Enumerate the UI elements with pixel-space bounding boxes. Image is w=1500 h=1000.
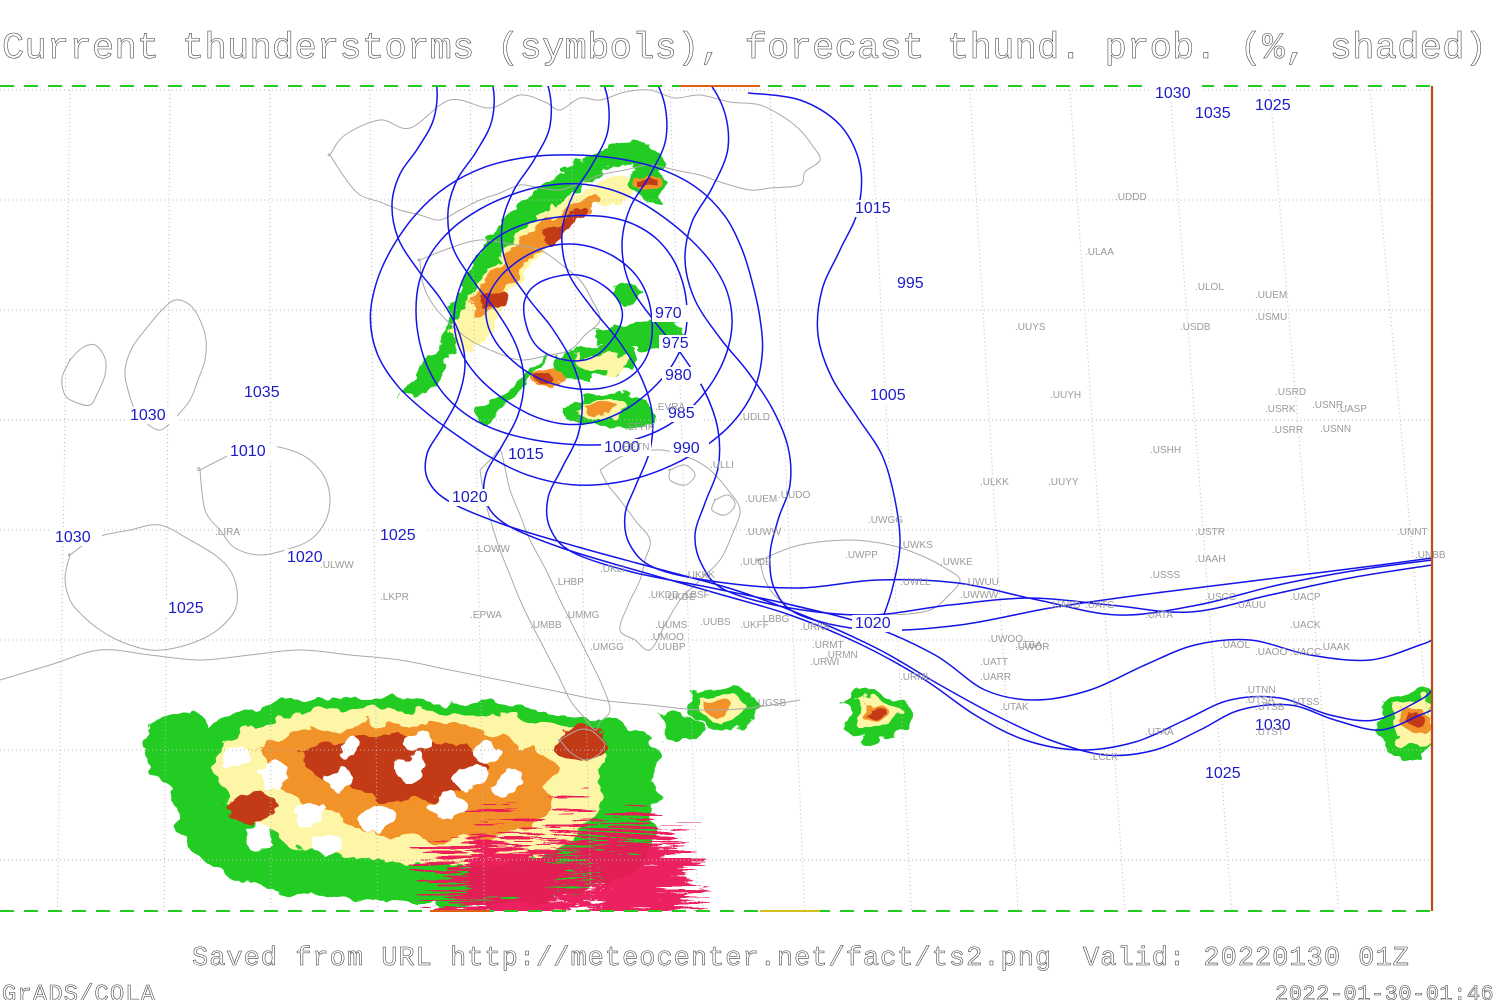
- svg-text:.USHH: .USHH: [1150, 445, 1181, 456]
- svg-text:.UTST: .UTST: [1255, 727, 1284, 738]
- svg-text:.UUDO: .UUDO: [778, 490, 810, 501]
- svg-text:.UUMS: .UUMS: [655, 620, 688, 631]
- svg-text:.UATA: .UATA: [1145, 610, 1173, 621]
- svg-text:1020: 1020: [452, 489, 488, 506]
- svg-text:1030: 1030: [55, 529, 91, 546]
- svg-text:.UACK: .UACK: [1290, 620, 1321, 631]
- svg-text:1025: 1025: [1205, 765, 1241, 782]
- svg-text:.UWKS: .UWKS: [900, 540, 933, 551]
- svg-text:1015: 1015: [508, 446, 544, 463]
- svg-text:.USCC: .USCC: [1205, 592, 1236, 603]
- svg-text:.UAAK: .UAAK: [1320, 642, 1350, 653]
- svg-text:.URML: .URML: [900, 672, 932, 683]
- svg-text:.UAKD: .UAKD: [1050, 600, 1081, 611]
- svg-text:.USSS: .USSS: [1150, 570, 1180, 581]
- svg-text:.UGSB: .UGSB: [755, 698, 786, 709]
- svg-text:.ULLI: .ULLI: [710, 460, 734, 471]
- svg-text:.UNBB: .UNBB: [1415, 550, 1446, 561]
- svg-text:1035: 1035: [1195, 105, 1231, 122]
- svg-text:1030: 1030: [130, 407, 166, 424]
- svg-text:.LIRA: .LIRA: [215, 527, 240, 538]
- svg-text:.UKDE: .UKDE: [665, 592, 696, 603]
- svg-text:.LCLK: .LCLK: [1090, 752, 1118, 763]
- svg-text:.UUOB: .UUOB: [740, 557, 772, 568]
- svg-text:.ULOL: .ULOL: [1195, 282, 1224, 293]
- svg-text:.ULWW: .ULWW: [320, 560, 354, 571]
- svg-text:970: 970: [655, 305, 682, 322]
- svg-text:.USRK: .USRK: [1265, 404, 1296, 415]
- svg-text:.UWWW: .UWWW: [960, 590, 999, 601]
- svg-text:.UACC: .UACC: [1290, 647, 1321, 658]
- svg-text:.UTSS: .UTSS: [1290, 697, 1320, 708]
- svg-text:.UUEM: .UUEM: [745, 494, 777, 505]
- svg-text:.EVRA: .EVRA: [655, 402, 685, 413]
- svg-text:.UKLI: .UKLI: [600, 564, 625, 575]
- svg-text:.UWKE: .UWKE: [940, 557, 973, 568]
- svg-text:.UUEM: .UUEM: [1255, 290, 1287, 301]
- svg-text:1030: 1030: [1155, 85, 1191, 102]
- svg-text:.LHBP: .LHBP: [555, 577, 584, 588]
- svg-text:.EFHK: .EFHK: [625, 422, 655, 433]
- svg-text:.EETN: .EETN: [620, 442, 649, 453]
- svg-text:1025: 1025: [1255, 97, 1291, 114]
- svg-text:.UUYY: .UUYY: [1048, 477, 1079, 488]
- svg-text:.UTAK: .UTAK: [1000, 702, 1029, 713]
- svg-text:980: 980: [665, 367, 692, 384]
- svg-text:.UAAH: .UAAH: [1195, 554, 1226, 565]
- svg-text:.UWLL: .UWLL: [900, 577, 931, 588]
- svg-text:975: 975: [662, 335, 689, 352]
- svg-text:.UMMG: .UMMG: [565, 610, 600, 621]
- svg-text:.UDDD: .UDDD: [1115, 192, 1147, 203]
- svg-text:.UACP: .UACP: [1290, 592, 1321, 603]
- svg-text:995: 995: [897, 275, 924, 292]
- svg-text:.UASP: .UASP: [1337, 404, 1367, 415]
- svg-text:1005: 1005: [870, 387, 906, 404]
- svg-text:.UUWW: .UUWW: [745, 527, 782, 538]
- svg-text:.UWUU: .UWUU: [965, 577, 999, 588]
- svg-text:.UAOL: .UAOL: [1220, 640, 1250, 651]
- svg-text:.UMBB: .UMBB: [530, 620, 562, 631]
- svg-text:.UMGG: .UMGG: [590, 642, 624, 653]
- svg-text:.URKK: .URKK: [800, 622, 831, 633]
- svg-text:.UKFF: .UKFF: [740, 620, 769, 631]
- svg-text:1010: 1010: [230, 443, 266, 460]
- svg-text:1025: 1025: [168, 600, 204, 617]
- svg-text:.USMU: .USMU: [1255, 312, 1287, 323]
- svg-text:.USRR: .USRR: [1272, 425, 1303, 436]
- svg-text:.UATT: .UATT: [980, 657, 1008, 668]
- svg-text:.UDLD: .UDLD: [740, 412, 770, 423]
- svg-text:.URMN: .URMN: [825, 650, 858, 661]
- svg-text:1035: 1035: [244, 384, 280, 401]
- svg-text:.USNN: .USNN: [1320, 424, 1351, 435]
- svg-text:.UARR: .UARR: [980, 672, 1011, 683]
- svg-text:1020: 1020: [855, 615, 891, 632]
- svg-text:.UAOO: .UAOO: [1255, 647, 1287, 658]
- svg-text:1015: 1015: [855, 200, 891, 217]
- svg-text:1020: 1020: [287, 549, 323, 566]
- svg-text:.UUYH: .UUYH: [1050, 390, 1081, 401]
- svg-text:.UTSA: .UTSA: [1245, 695, 1275, 706]
- svg-text:990: 990: [673, 440, 700, 457]
- svg-text:.USDB: .USDB: [1180, 322, 1211, 333]
- svg-text:.LKPR: .LKPR: [380, 592, 409, 603]
- svg-text:.USRD: .USRD: [1275, 387, 1306, 398]
- svg-text:.UAUU: .UAUU: [1235, 600, 1266, 611]
- svg-text:.UWOR: .UWOR: [1015, 642, 1049, 653]
- svg-text:.EPWA: .EPWA: [470, 610, 502, 621]
- svg-text:.ULAA: .ULAA: [1085, 247, 1114, 258]
- svg-text:.UWGG: .UWGG: [868, 515, 903, 526]
- svg-text:.UATG: .UATG: [1085, 600, 1115, 611]
- svg-text:1025: 1025: [380, 527, 416, 544]
- svg-text:.UTAA: .UTAA: [1145, 727, 1174, 738]
- svg-text:.UUYS: .UUYS: [1015, 322, 1046, 333]
- svg-text:.USTR: .USTR: [1195, 527, 1225, 538]
- svg-text:.UNNT: .UNNT: [1397, 527, 1428, 538]
- svg-text:.UUBS: .UUBS: [700, 617, 731, 628]
- svg-text:.UKKK: .UKKK: [685, 570, 715, 581]
- svg-text:.ULKK: .ULKK: [980, 477, 1009, 488]
- svg-text:.UUBP: .UUBP: [655, 642, 686, 653]
- svg-text:.UWPP: .UWPP: [845, 550, 878, 561]
- svg-text:.LOWW: .LOWW: [475, 544, 511, 555]
